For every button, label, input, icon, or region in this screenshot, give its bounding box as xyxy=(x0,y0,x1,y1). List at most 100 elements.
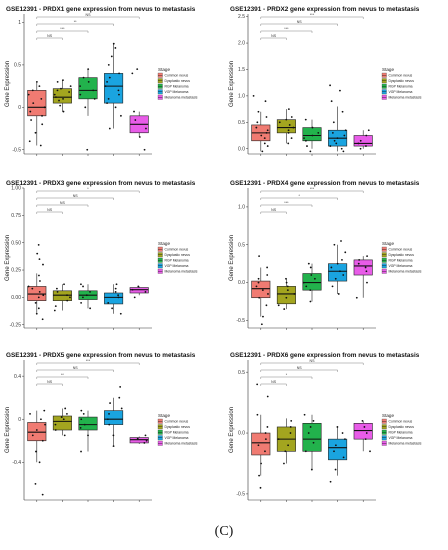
data-point xyxy=(136,437,139,440)
significance-label: *** xyxy=(60,27,65,31)
data-point xyxy=(137,285,140,288)
box-4 xyxy=(104,73,124,104)
data-point xyxy=(62,79,64,82)
data-point xyxy=(259,486,262,489)
data-point xyxy=(285,277,287,280)
box-5 xyxy=(353,135,373,147)
data-point xyxy=(89,291,91,293)
data-point xyxy=(34,482,37,485)
box-4 xyxy=(328,438,348,461)
significance-label: NS xyxy=(73,366,79,370)
data-point xyxy=(257,444,260,447)
data-point xyxy=(79,93,82,96)
y-tick-label: -0.5 xyxy=(236,318,245,324)
y-tick-label: 1.00 xyxy=(11,186,21,192)
significance-label: * xyxy=(87,187,89,191)
data-point xyxy=(55,96,57,99)
legend-label: Dysplastic nevus xyxy=(389,79,415,83)
significance-label: NS xyxy=(297,20,303,24)
data-point xyxy=(309,266,312,269)
data-point xyxy=(84,106,87,109)
data-point xyxy=(107,64,110,66)
panel-title: GSE12391 - PRDX4 gene expression from ne… xyxy=(230,180,420,187)
data-point xyxy=(303,137,305,140)
significance-label: NS xyxy=(310,359,316,363)
data-point xyxy=(265,304,268,307)
data-point xyxy=(138,136,141,138)
data-point xyxy=(42,263,44,266)
data-point xyxy=(260,323,263,326)
data-point xyxy=(369,450,371,453)
data-point xyxy=(341,110,344,113)
chart-prdx5: GSE12391 - PRDX5 gene expression from ne… xyxy=(2,350,222,510)
data-point xyxy=(309,150,312,153)
legend-label: Common nevus xyxy=(165,248,189,252)
significance-bracket xyxy=(36,190,140,193)
data-point xyxy=(31,89,34,92)
data-point xyxy=(363,426,366,428)
data-point xyxy=(342,150,345,153)
data-point xyxy=(112,42,115,45)
legend-label: RGP Melanoma xyxy=(389,431,413,435)
data-point xyxy=(28,140,31,143)
legend-label: Common nevus xyxy=(389,248,413,252)
data-point xyxy=(285,296,288,299)
data-point xyxy=(337,293,340,295)
chart-svg: GSE12391 - PRDX3 gene expression from ne… xyxy=(5,180,198,330)
data-point xyxy=(54,429,57,431)
data-point xyxy=(92,89,95,92)
data-point xyxy=(114,287,117,290)
data-point xyxy=(35,312,38,315)
chart-svg: GSE12391 - PRDX1 gene expression from ne… xyxy=(5,6,198,156)
data-point xyxy=(69,296,71,299)
data-point xyxy=(63,283,65,286)
data-point xyxy=(60,87,62,90)
data-point xyxy=(31,434,34,437)
data-point xyxy=(108,76,111,79)
data-point xyxy=(309,426,312,428)
data-point xyxy=(313,277,316,280)
data-point xyxy=(364,438,367,441)
legend-label: Dysplastic nevus xyxy=(165,253,191,257)
data-point xyxy=(355,296,358,299)
data-point xyxy=(112,445,115,448)
data-point xyxy=(39,144,42,147)
data-point xyxy=(42,294,45,297)
chart-prdx1: GSE12391 - PRDX1 gene expression from ne… xyxy=(2,4,222,164)
data-point xyxy=(283,462,285,465)
data-point xyxy=(285,281,288,284)
data-point xyxy=(258,474,260,477)
chart-svg: GSE12391 - PRDX6 gene expression from ne… xyxy=(229,352,422,502)
data-point xyxy=(118,396,121,399)
box-3 xyxy=(78,77,98,100)
data-point xyxy=(111,307,114,310)
data-point xyxy=(115,283,118,286)
data-point xyxy=(331,285,334,288)
significance-bracket xyxy=(36,204,89,207)
data-point xyxy=(41,123,44,126)
box-3 xyxy=(302,423,322,452)
data-point xyxy=(312,441,315,444)
legend-label: Melanoma metastasis xyxy=(165,96,198,100)
significance-bracket xyxy=(36,37,63,40)
data-point xyxy=(307,432,310,434)
data-point xyxy=(290,116,293,118)
data-point xyxy=(336,262,339,265)
significance-bracket xyxy=(36,16,140,19)
y-tick-label: 0.4 xyxy=(14,374,21,380)
data-point xyxy=(305,285,308,288)
data-point xyxy=(265,116,268,118)
legend-label: Melanoma metastasis xyxy=(389,442,422,446)
data-point xyxy=(330,100,333,103)
data-point xyxy=(342,274,345,276)
data-point xyxy=(331,131,334,134)
data-point xyxy=(145,127,147,130)
data-point xyxy=(361,419,364,422)
data-point xyxy=(64,407,67,410)
chart-prdx3: GSE12391 - PRDX3 gene expression from ne… xyxy=(2,178,222,338)
data-point xyxy=(287,444,289,447)
box-3 xyxy=(302,273,322,291)
legend-title: Stage xyxy=(158,241,170,246)
data-point xyxy=(256,121,259,124)
data-point xyxy=(332,121,335,124)
